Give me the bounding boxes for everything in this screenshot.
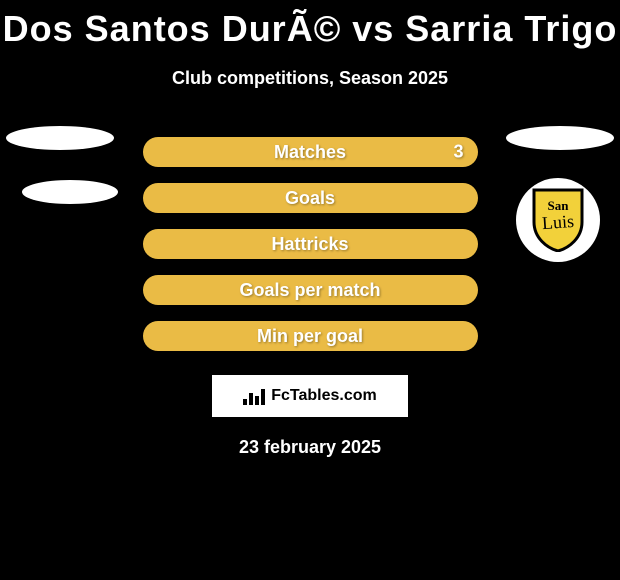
stat-row: Min per goal — [0, 313, 620, 359]
stat-row: Goals — [0, 175, 620, 221]
date-label: 23 february 2025 — [0, 437, 620, 458]
stat-pill: Min per goal — [143, 321, 478, 351]
stat-label: Goals per match — [239, 280, 380, 301]
stat-value-right: 3 — [453, 142, 463, 163]
stat-row: Hattricks — [0, 221, 620, 267]
stat-label: Goals — [285, 188, 335, 209]
stat-label: Min per goal — [257, 326, 363, 347]
subtitle: Club competitions, Season 2025 — [0, 68, 620, 89]
stat-row: Goals per match — [0, 267, 620, 313]
stat-pill: Hattricks — [143, 229, 478, 259]
stat-row: Matches 3 — [0, 129, 620, 175]
stat-pill: Goals — [143, 183, 478, 213]
bar-chart-icon — [243, 387, 265, 405]
stat-label: Hattricks — [271, 234, 348, 255]
logo-text: FcTables.com — [271, 387, 377, 405]
stat-label: Matches — [274, 142, 346, 163]
stats-rows: Matches 3 Goals Hattricks Goals per matc… — [0, 129, 620, 359]
page-title: Dos Santos DurÃ© vs Sarria Trigo — [0, 0, 620, 50]
stat-pill: Goals per match — [143, 275, 478, 305]
fctables-logo: FcTables.com — [212, 375, 408, 417]
stat-pill: Matches 3 — [143, 137, 478, 167]
